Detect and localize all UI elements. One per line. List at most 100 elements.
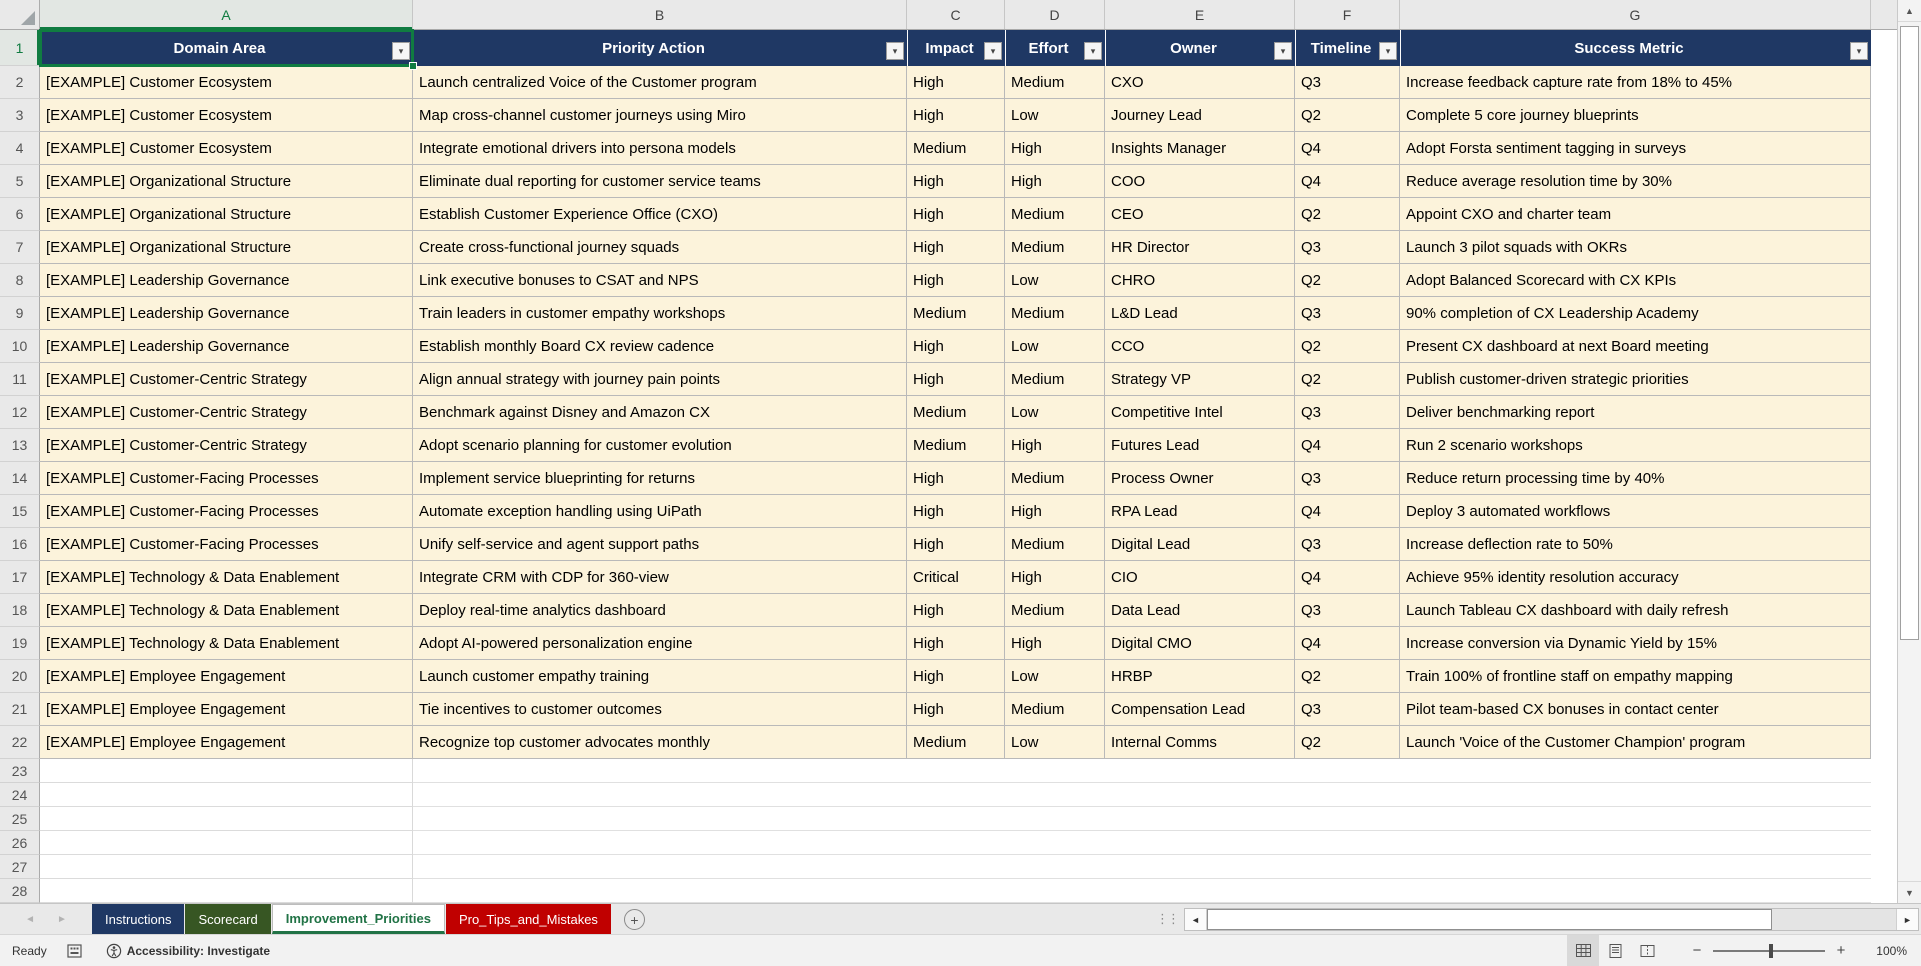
cell-A8[interactable]: [EXAMPLE] Leadership Governance — [40, 264, 413, 297]
select-all-corner[interactable] — [0, 0, 40, 29]
cell-F5[interactable]: Q4 — [1295, 165, 1400, 198]
header-cell-impact[interactable]: Impact ▾ — [907, 30, 1005, 66]
cell-A20[interactable]: [EXAMPLE] Employee Engagement — [40, 660, 413, 693]
cell-G17[interactable]: Achieve 95% identity resolution accuracy — [1400, 561, 1871, 594]
cell-E21[interactable]: Compensation Lead — [1105, 693, 1295, 726]
cell-B3[interactable]: Map cross-channel customer journeys usin… — [413, 99, 907, 132]
filter-button-impact[interactable]: ▾ — [984, 42, 1002, 60]
cell-A7[interactable]: [EXAMPLE] Organizational Structure — [40, 231, 413, 264]
cell-D6[interactable]: Medium — [1005, 198, 1105, 231]
page-break-preview-button[interactable] — [1631, 935, 1663, 966]
cell-C8[interactable]: High — [907, 264, 1005, 297]
cell-B20[interactable]: Launch customer empathy training — [413, 660, 907, 693]
cell-B10[interactable]: Establish monthly Board CX review cadenc… — [413, 330, 907, 363]
row-number-3[interactable]: 3 — [0, 99, 40, 132]
cell-E11[interactable]: Strategy VP — [1105, 363, 1295, 396]
row-number-6[interactable]: 6 — [0, 198, 40, 231]
cell-C6[interactable]: High — [907, 198, 1005, 231]
cell-B11[interactable]: Align annual strategy with journey pain … — [413, 363, 907, 396]
column-header-A[interactable]: A — [40, 0, 413, 29]
cell-A13[interactable]: [EXAMPLE] Customer-Centric Strategy — [40, 429, 413, 462]
empty-cells-27[interactable] — [413, 855, 1871, 879]
cell-G2[interactable]: Increase feedback capture rate from 18% … — [1400, 66, 1871, 99]
cell-A18[interactable]: [EXAMPLE] Technology & Data Enablement — [40, 594, 413, 627]
cell-G22[interactable]: Launch 'Voice of the Customer Champion' … — [1400, 726, 1871, 759]
macro-record-icon[interactable] — [67, 943, 82, 958]
filter-button-domain-area[interactable]: ▾ — [392, 42, 410, 60]
column-header-G[interactable]: G — [1400, 0, 1871, 29]
cell-C22[interactable]: Medium — [907, 726, 1005, 759]
filter-button-effort[interactable]: ▾ — [1084, 42, 1102, 60]
row-number-9[interactable]: 9 — [0, 297, 40, 330]
horizontal-scroll-thumb[interactable] — [1207, 909, 1772, 930]
empty-cells-23[interactable] — [413, 759, 1871, 783]
cell-A5[interactable]: [EXAMPLE] Organizational Structure — [40, 165, 413, 198]
cell-A26[interactable] — [40, 831, 413, 855]
row-number-19[interactable]: 19 — [0, 627, 40, 660]
cell-D11[interactable]: Medium — [1005, 363, 1105, 396]
cell-E4[interactable]: Insights Manager — [1105, 132, 1295, 165]
scroll-right-icon[interactable]: ► — [1896, 909, 1918, 930]
cell-A23[interactable] — [40, 759, 413, 783]
cell-E12[interactable]: Competitive Intel — [1105, 396, 1295, 429]
normal-view-button[interactable] — [1567, 934, 1599, 966]
cell-A25[interactable] — [40, 807, 413, 831]
row-number-14[interactable]: 14 — [0, 462, 40, 495]
cell-A12[interactable]: [EXAMPLE] Customer-Centric Strategy — [40, 396, 413, 429]
cell-F8[interactable]: Q2 — [1295, 264, 1400, 297]
cell-A21[interactable]: [EXAMPLE] Employee Engagement — [40, 693, 413, 726]
scroll-down-icon[interactable]: ▼ — [1898, 881, 1921, 903]
cell-D17[interactable]: High — [1005, 561, 1105, 594]
cell-B21[interactable]: Tie incentives to customer outcomes — [413, 693, 907, 726]
cell-E3[interactable]: Journey Lead — [1105, 99, 1295, 132]
cell-A22[interactable]: [EXAMPLE] Employee Engagement — [40, 726, 413, 759]
cell-B16[interactable]: Unify self-service and agent support pat… — [413, 528, 907, 561]
vertical-scroll-thumb[interactable] — [1900, 26, 1919, 641]
cell-F15[interactable]: Q4 — [1295, 495, 1400, 528]
cell-E20[interactable]: HRBP — [1105, 660, 1295, 693]
column-header-B[interactable]: B — [413, 0, 907, 29]
cell-G13[interactable]: Run 2 scenario workshops — [1400, 429, 1871, 462]
cell-G21[interactable]: Pilot team-based CX bonuses in contact c… — [1400, 693, 1871, 726]
cell-F2[interactable]: Q3 — [1295, 66, 1400, 99]
cell-B13[interactable]: Adopt scenario planning for customer evo… — [413, 429, 907, 462]
cell-C20[interactable]: High — [907, 660, 1005, 693]
cell-F11[interactable]: Q2 — [1295, 363, 1400, 396]
cell-G15[interactable]: Deploy 3 automated workflows — [1400, 495, 1871, 528]
cell-E16[interactable]: Digital Lead — [1105, 528, 1295, 561]
add-sheet-button[interactable]: + — [623, 909, 645, 930]
cell-B8[interactable]: Link executive bonuses to CSAT and NPS — [413, 264, 907, 297]
sheet-tab-pro-tips-and-mistakes[interactable]: Pro_Tips_and_Mistakes — [445, 904, 611, 934]
zoom-out-button[interactable]: − — [1685, 942, 1709, 959]
row-number-16[interactable]: 16 — [0, 528, 40, 561]
cell-D16[interactable]: Medium — [1005, 528, 1105, 561]
row-number-28[interactable]: 28 — [0, 879, 40, 903]
cell-F18[interactable]: Q3 — [1295, 594, 1400, 627]
cell-D2[interactable]: Medium — [1005, 66, 1105, 99]
cell-C18[interactable]: High — [907, 594, 1005, 627]
cell-A11[interactable]: [EXAMPLE] Customer-Centric Strategy — [40, 363, 413, 396]
cell-A19[interactable]: [EXAMPLE] Technology & Data Enablement — [40, 627, 413, 660]
cell-A3[interactable]: [EXAMPLE] Customer Ecosystem — [40, 99, 413, 132]
cell-C15[interactable]: High — [907, 495, 1005, 528]
cell-C13[interactable]: Medium — [907, 429, 1005, 462]
cell-D19[interactable]: High — [1005, 627, 1105, 660]
cell-A14[interactable]: [EXAMPLE] Customer-Facing Processes — [40, 462, 413, 495]
empty-cells-25[interactable] — [413, 807, 1871, 831]
cell-B15[interactable]: Automate exception handling using UiPath — [413, 495, 907, 528]
cell-E18[interactable]: Data Lead — [1105, 594, 1295, 627]
zoom-slider[interactable] — [1713, 943, 1825, 958]
tab-nav-right-icon[interactable]: ► — [57, 913, 67, 925]
zoom-level[interactable]: 100% — [1876, 943, 1907, 958]
cell-G3[interactable]: Complete 5 core journey blueprints — [1400, 99, 1871, 132]
cell-A27[interactable] — [40, 855, 413, 879]
cell-D20[interactable]: Low — [1005, 660, 1105, 693]
row-number-7[interactable]: 7 — [0, 231, 40, 264]
header-cell-timeline[interactable]: Timeline ▾ — [1295, 30, 1400, 66]
cell-B12[interactable]: Benchmark against Disney and Amazon CX — [413, 396, 907, 429]
row-number-4[interactable]: 4 — [0, 132, 40, 165]
row-number-1[interactable]: 1 — [0, 30, 40, 66]
cell-G9[interactable]: 90% completion of CX Leadership Academy — [1400, 297, 1871, 330]
cell-C7[interactable]: High — [907, 231, 1005, 264]
tab-splitter-handle[interactable]: ⋮⋮ — [1156, 911, 1180, 926]
